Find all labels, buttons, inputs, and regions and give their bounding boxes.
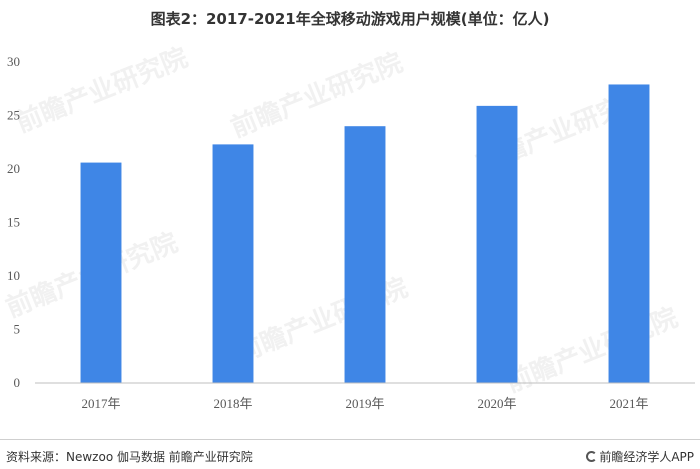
y-tick-label: 20 <box>7 161 20 176</box>
qianzhan-logo-icon <box>586 451 598 462</box>
chart-title: 图表2：2017-2021年全球移动游戏用户规模(单位：亿人) <box>150 10 550 28</box>
bar-series <box>80 84 650 384</box>
brand-label: 前瞻经济学人APP <box>586 448 694 465</box>
y-tick-label: 30 <box>7 54 20 69</box>
y-tick-label: 15 <box>7 215 20 230</box>
y-tick-label: 10 <box>7 268 20 283</box>
y-tick-label: 5 <box>14 322 21 337</box>
footer: 资料来源：Newzoo 伽马数据 前瞻产业研究院 前瞻经济学人APP <box>0 439 700 469</box>
bar <box>476 105 518 384</box>
x-axis: 2017年 2018年 2019年 2020年 2021年 <box>81 396 648 411</box>
bar-chart: 0 5 10 15 20 25 30 2017年 2018年 2019年 2020年 2021年 <box>7 54 695 411</box>
y-tick-label: 25 <box>7 108 20 123</box>
brand-text: 前瞻经济学人APP <box>599 450 694 464</box>
bar <box>608 84 650 383</box>
bar <box>212 144 254 383</box>
x-tick-label: 2019年 <box>345 396 384 411</box>
x-tick-label: 2021年 <box>609 396 648 411</box>
x-tick-label: 2017年 <box>81 396 120 411</box>
x-tick-label: 2018年 <box>213 396 252 411</box>
source-note: 资料来源：Newzoo 伽马数据 前瞻产业研究院 <box>6 450 253 464</box>
x-tick-label: 2020年 <box>477 396 516 411</box>
y-axis: 0 5 10 15 20 25 30 <box>7 54 20 390</box>
y-tick-label: 0 <box>14 375 21 390</box>
bar <box>80 162 122 383</box>
bar <box>344 126 386 383</box>
